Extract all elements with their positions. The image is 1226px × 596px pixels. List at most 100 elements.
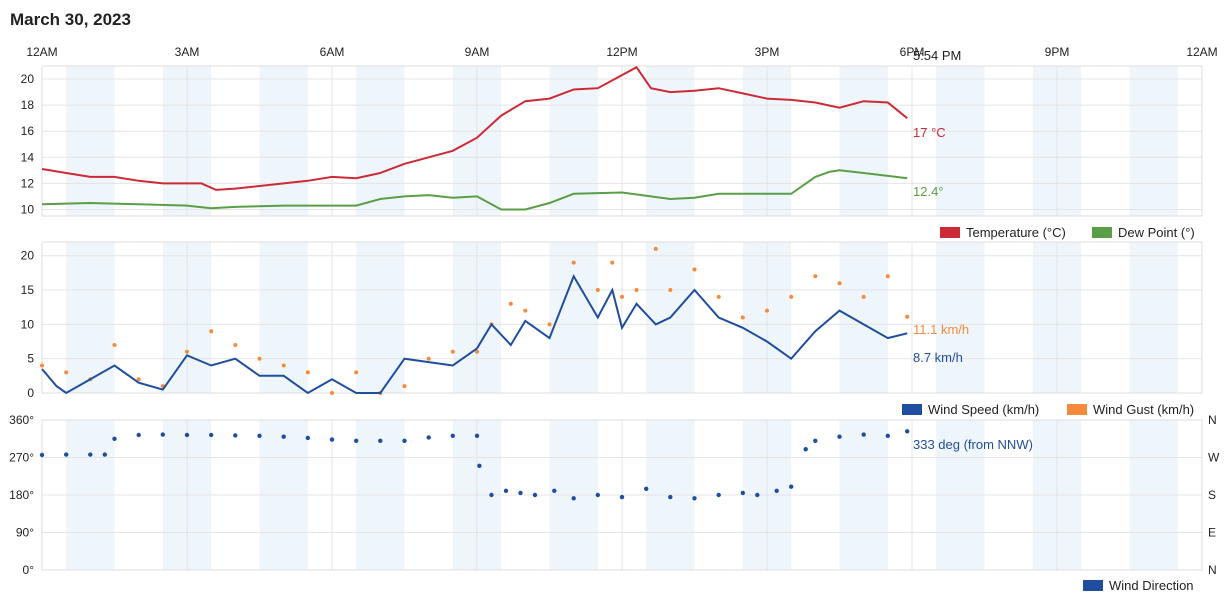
wind-direction-dot	[595, 492, 600, 498]
dew-point-end-label: 12.4°	[913, 184, 944, 199]
wind-speed-end-label: 8.7 km/h	[913, 350, 963, 365]
wind-direction-dot	[233, 433, 238, 438]
wind-direction-dot	[102, 452, 108, 457]
chart-marks	[39, 65, 910, 501]
x-tick-label: 6AM	[320, 45, 345, 59]
y-tick-label-right: S	[1208, 488, 1216, 502]
wind-gust-dot	[837, 281, 842, 286]
y-tick-label: 12	[21, 176, 35, 190]
wind-gust-dot	[905, 314, 910, 319]
hour-band	[549, 66, 598, 216]
legend-temperature-label: Temperature (°C)	[966, 225, 1066, 240]
hour-band	[356, 242, 405, 393]
temperature-line	[41, 65, 908, 191]
y-tick-label: 20	[21, 249, 35, 263]
wind-gust-dot	[185, 349, 189, 354]
wind-gust-dot	[136, 377, 141, 382]
wind-direction-dot	[450, 433, 455, 438]
x-tick-label: 12PM	[606, 45, 637, 59]
axes	[41, 65, 1203, 571]
y-tick-label-right: W	[1208, 451, 1220, 465]
temperature-end-label: 17 °C	[913, 125, 946, 140]
x-tick-label: 3AM	[175, 45, 200, 59]
legend-wind-speed-swatch	[902, 404, 922, 415]
hour-band	[1129, 242, 1178, 393]
wind-direction-dot	[532, 492, 538, 498]
hour-band	[839, 242, 888, 393]
wind-gust-dot	[475, 349, 479, 354]
wind-gust-dot	[789, 294, 794, 299]
wind-direction-dot	[503, 488, 509, 493]
legend-dew-point-label: Dew Point (°)	[1118, 225, 1195, 240]
y-tick-label: 18	[21, 98, 35, 112]
wind-direction-dot	[755, 492, 760, 498]
wind-gust-dot	[257, 356, 262, 361]
wind-gust-dot	[716, 294, 721, 299]
hour-band	[259, 66, 308, 216]
legend-dew-point-swatch	[1092, 227, 1112, 238]
y-tick-label: 0°	[23, 563, 35, 577]
wind-direction-dot	[136, 432, 141, 438]
wind-gust-dot	[571, 260, 576, 265]
wind-gust-dot	[40, 363, 44, 368]
legend-wind-gust-swatch	[1067, 404, 1087, 415]
wind-gust-dot	[620, 294, 624, 299]
x-tick-label: 12AM	[1186, 45, 1217, 59]
y-tick-label: 270°	[9, 451, 34, 465]
wind-gust-dot	[861, 294, 866, 299]
wind-direction-dot	[740, 490, 745, 496]
y-tick-label-right: N	[1208, 563, 1217, 577]
wind-direction-dot	[329, 437, 335, 442]
wind-gust-dot	[354, 370, 359, 375]
wind-gust-dot	[692, 267, 697, 272]
hour-band	[259, 242, 308, 393]
wind-direction-dot	[354, 438, 359, 443]
wind-gust-dot	[426, 356, 431, 361]
hour-band	[66, 66, 115, 216]
legend-wind-direction-label: Wind Direction	[1109, 578, 1194, 593]
wind-direction-dot	[184, 432, 190, 438]
wind-speed-line	[41, 274, 908, 395]
wind-gust-dot	[112, 343, 117, 347]
wind-gust-dot	[668, 288, 673, 292]
wind-gust-dot	[595, 288, 600, 292]
wind-gust-dot	[209, 329, 214, 334]
wind-direction-end-label: 333 deg (from NNW)	[913, 437, 1033, 452]
wind-gust-dot	[634, 288, 639, 292]
wind-direction-dot	[112, 436, 117, 441]
current-time-label: 5:54 PM	[913, 48, 961, 63]
wind-direction-dot	[378, 438, 383, 443]
wind-direction-dot	[63, 452, 69, 457]
y-tick-label: 10	[21, 317, 35, 331]
y-tick-label: 16	[21, 124, 35, 138]
y-tick-label: 90°	[16, 526, 34, 540]
wind-direction-dot	[885, 433, 890, 438]
wind-direction-dot	[619, 494, 625, 500]
wind-direction-dot	[39, 452, 45, 458]
wind-gust-dot	[523, 308, 528, 313]
hour-band	[936, 242, 985, 393]
wind-gust-dot	[330, 391, 334, 395]
wind-gust-end-label: 11.1 km/h	[913, 322, 969, 337]
x-tick-label: 3PM	[755, 45, 780, 59]
wind-direction-dot	[571, 496, 576, 501]
wind-direction-dot	[257, 433, 262, 438]
wind-direction-dot	[281, 434, 286, 439]
hour-band	[839, 66, 888, 216]
wind-direction-dot	[861, 432, 866, 437]
wind-gust-dot	[64, 370, 69, 375]
wind-gust-dot	[508, 301, 513, 306]
x-tick-label: 6PM	[900, 45, 925, 59]
hour-band	[356, 66, 405, 216]
y-tick-label: 10	[21, 202, 35, 216]
wind-gust-dot	[450, 349, 455, 354]
wind-direction-dot	[789, 484, 794, 489]
y-tick-label: 14	[21, 150, 35, 164]
chart-labels: 12AM 3AM 6AM 9AM 12PM 3PM 6PM 9PM 12AM 5:54 PM 20 1…	[9, 45, 1220, 593]
wind-gust-dot	[233, 343, 238, 347]
wind-direction-dot	[474, 433, 480, 438]
wind-gust-dot	[653, 246, 658, 251]
wind-direction-dot	[837, 434, 842, 439]
legend-wind-direction-swatch	[1083, 580, 1103, 591]
